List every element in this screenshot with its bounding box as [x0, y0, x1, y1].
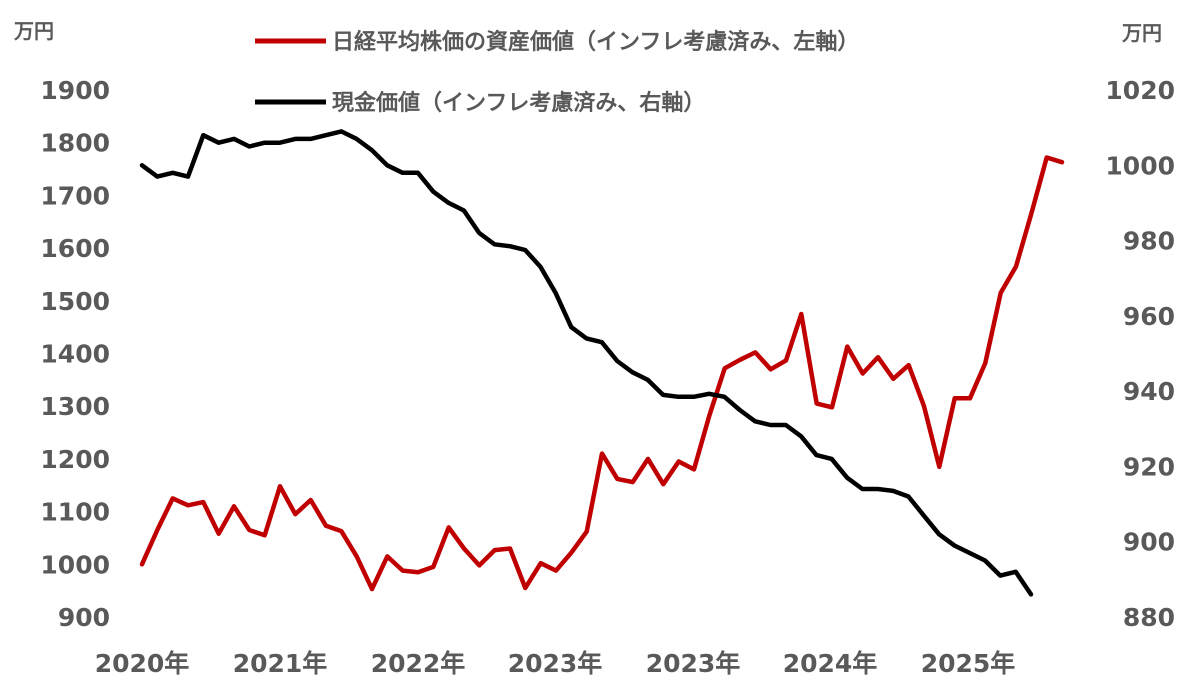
legend-label-nikkei: 日経平均株価の資産価値（インフレ考慮済み、左軸）: [332, 29, 859, 55]
right-axis-ticks: 880 900 920 940 960 980 1000 1020: [1105, 76, 1175, 632]
x-tick-label: 2025年: [921, 649, 1016, 678]
left-tick-label: 1900: [40, 76, 110, 105]
left-axis-unit: 万円: [13, 19, 54, 43]
right-tick-label: 900: [1123, 528, 1175, 557]
legend: 日経平均株価の資産価値（インフレ考慮済み、左軸） 現金価値（インフレ考慮済み、右…: [255, 29, 859, 116]
left-tick-label: 1800: [40, 129, 110, 158]
series-line-nikkei: [139, 155, 1065, 592]
right-tick-label: 960: [1123, 302, 1175, 331]
right-tick-label: 920: [1123, 452, 1175, 481]
left-tick-label: 1700: [40, 181, 110, 210]
left-axis-ticks: 900 1000 1100 1200 1300 1400 1500 1600 1700 1800 1…: [40, 76, 110, 632]
legend-label-cash: 現金価値（インフレ考慮済み、右軸）: [332, 90, 705, 116]
x-tick-label: 2021年: [233, 649, 328, 678]
left-tick-label: 1400: [40, 340, 110, 369]
x-tick-label: 2023年: [508, 649, 603, 678]
x-tick-label: 2022年: [371, 649, 466, 678]
left-tick-label: 1600: [40, 234, 110, 263]
series-lines: [139, 129, 1065, 597]
right-tick-label: 880: [1123, 603, 1175, 632]
right-axis-unit: 万円: [1121, 21, 1162, 45]
left-tick-label: 1000: [40, 550, 110, 579]
x-tick-label: 2023年: [646, 649, 741, 678]
right-tick-label: 980: [1123, 227, 1175, 256]
left-tick-label: 1200: [40, 445, 110, 474]
legend-item-nikkei: 日経平均株価の資産価値（インフレ考慮済み、左軸）: [255, 29, 859, 55]
left-tick-label: 1100: [40, 498, 110, 527]
right-tick-label: 1000: [1105, 151, 1175, 180]
legend-item-cash: 現金価値（インフレ考慮済み、右軸）: [255, 90, 705, 116]
x-tick-label: 2024年: [783, 649, 878, 678]
x-axis-ticks: 2020年 2021年 2022年 2023年 2023年 2024年 2025年: [95, 649, 1016, 678]
x-tick-label: 2020年: [95, 649, 190, 678]
left-tick-label: 1500: [40, 287, 110, 316]
series-line-cash: [139, 129, 1034, 597]
left-tick-label: 1300: [40, 392, 110, 421]
right-tick-label: 1020: [1105, 76, 1175, 105]
right-tick-label: 940: [1123, 377, 1175, 406]
left-tick-label: 900: [58, 603, 110, 632]
